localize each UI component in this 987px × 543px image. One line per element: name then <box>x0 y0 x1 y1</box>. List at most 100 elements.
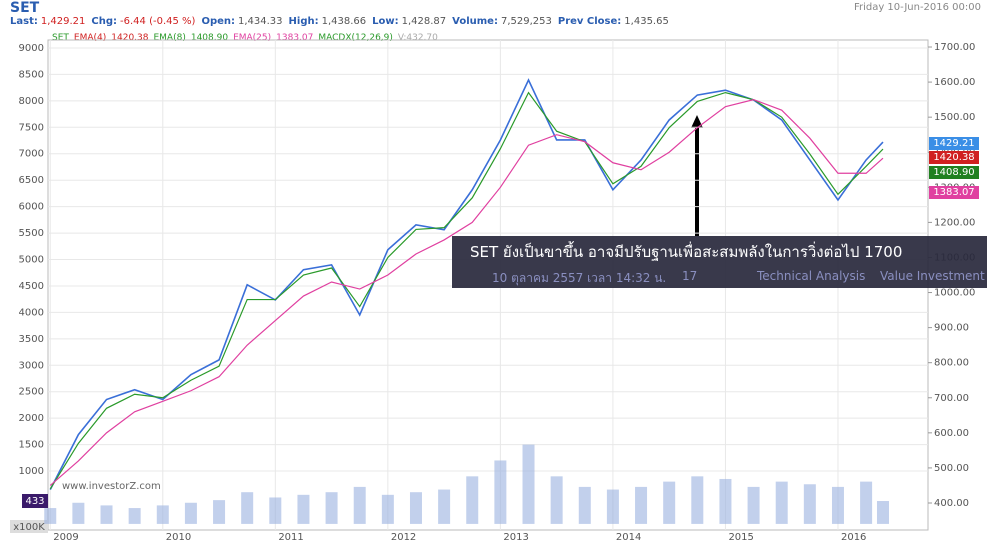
volume-bar <box>803 484 816 524</box>
stat-value: 1,435.65 <box>624 16 669 27</box>
overlay[interactable]: SET ยังเป็นขาขึ้น อาจมีปรับฐานเพื่อสะสมพ… <box>452 236 987 288</box>
stat-label: Open: <box>201 16 235 27</box>
volume-bar <box>100 505 113 524</box>
legend-entry: V:432.70 <box>397 33 438 43</box>
x-tick-label: 2016 <box>841 532 866 543</box>
y-tick-label: 4500 <box>19 281 44 292</box>
y2-tick-label: 1700.00 <box>934 42 975 53</box>
y2-tick-label: 700.00 <box>934 393 969 404</box>
unit-box <box>10 520 48 533</box>
y-tick-label: 2000 <box>19 413 44 424</box>
x-tick-label: 2015 <box>728 532 753 543</box>
y2-tick-label: 900.00 <box>934 323 969 334</box>
watermark: www.investorZ.com <box>62 481 161 492</box>
volume-bar <box>72 502 85 524</box>
y-tick-label: 3500 <box>19 334 44 345</box>
y2-tick-label: 1200.00 <box>934 217 975 228</box>
legend-entry: MACDX(12,26,9) <box>318 33 393 43</box>
volume-bar <box>466 476 479 524</box>
legend-entry: EMA(25) <box>233 33 272 43</box>
y-tick-label: 5500 <box>19 228 44 239</box>
volume-bar <box>550 476 563 524</box>
y2-tick-label: 500.00 <box>934 463 969 474</box>
stats: Last: 1,429.21 Chg: -6.44 (-0.45 %) Open: 1,4… <box>10 16 675 27</box>
stat-label: High: <box>288 16 319 27</box>
volume-bar <box>213 500 226 524</box>
price-tag: 1420.38 <box>929 151 979 164</box>
y-tick-label: 1500 <box>19 440 44 451</box>
x-tick-label: 2011 <box>278 532 303 543</box>
legend-entry: EMA(4) <box>73 33 107 43</box>
y-tick-label: 2500 <box>19 387 44 398</box>
volume-bar <box>297 494 310 524</box>
volume-bar <box>635 486 648 524</box>
stat-label: Last: <box>10 16 38 27</box>
volume-bar <box>438 489 451 524</box>
volume-tag-box <box>22 494 48 508</box>
y-tick-label: 9000 <box>19 43 44 54</box>
stat-value: 1,429.21 <box>40 16 86 27</box>
volume-bar <box>381 494 394 524</box>
volume-bar <box>719 478 732 524</box>
volume-bar <box>494 460 507 524</box>
overlay-date: 10 ตุลาคม 2557 เวลา 14:32 น. <box>492 271 667 285</box>
comment-count[interactable]: 17 <box>682 269 698 283</box>
legend-entry: 1383.07 <box>276 33 314 43</box>
volume-bar <box>353 486 366 524</box>
x-tick-label: 2014 <box>616 532 641 543</box>
arrow-head <box>691 115 703 128</box>
volume-bar <box>775 481 788 524</box>
date: Friday 10-Jun-2016 00:00 <box>853 2 981 13</box>
volume-bar <box>522 444 535 524</box>
volume-bar <box>269 497 282 524</box>
stat-label: Prev Close: <box>557 16 622 27</box>
x-tick-label: 2010 <box>166 532 191 543</box>
y-tick-label: 6000 <box>19 202 44 213</box>
legend-entry: EMA(8) <box>153 33 186 43</box>
y2-tick-label: 1600.00 <box>934 77 975 88</box>
y-tick-label: 8000 <box>19 96 44 107</box>
y2-tick-label: 800.00 <box>934 358 969 369</box>
stat-value: 1,434.33 <box>238 16 283 27</box>
volume-bar <box>241 492 254 524</box>
stat-label: Volume: <box>452 16 498 27</box>
stat-label: Chg: <box>91 16 118 27</box>
volume-bar <box>128 508 141 524</box>
stat-value: 7,529,253 <box>500 16 552 27</box>
volume-tag: 433 <box>25 496 44 507</box>
y-tick-label: 6500 <box>19 175 44 186</box>
overlay-tag[interactable]: Value Investment <box>880 269 985 283</box>
volume-bar <box>578 486 591 524</box>
volume-bar <box>831 486 844 524</box>
price-tag: 1429.21 <box>929 137 979 150</box>
y2-tick-label: 1000.00 <box>934 288 975 299</box>
volume-unit: x100K <box>13 522 45 533</box>
legend-entry: 1408.90 <box>190 33 229 43</box>
stat-label: Low: <box>372 16 399 27</box>
volume-bar <box>44 508 57 524</box>
stat-value: 1,428.87 <box>401 16 447 27</box>
y-tick-label: 8500 <box>19 69 44 80</box>
x-tick-label: 2012 <box>391 532 416 543</box>
volume-bar <box>606 489 619 524</box>
symbol: SET <box>10 0 40 16</box>
y2-tick-label: 600.00 <box>934 428 969 439</box>
y-tick-label: 7000 <box>19 149 44 160</box>
overlay-title[interactable]: SET ยังเป็นขาขึ้น อาจมีปรับฐานเพื่อสะสมพ… <box>470 243 903 261</box>
overlay-tag[interactable]: Technical Analysis <box>757 269 866 283</box>
x-tick-label: 2013 <box>503 532 528 543</box>
price-line <box>49 91 884 490</box>
stat-value: 1,438.66 <box>321 16 367 27</box>
volume-bar <box>876 501 889 524</box>
y-tick-label: 4000 <box>19 307 44 318</box>
volume-bar <box>663 481 676 524</box>
legend-entry: SET <box>52 33 69 43</box>
y2-tick-label: 1500.00 <box>934 112 975 123</box>
y-tick-label: 3000 <box>19 360 44 371</box>
volume-bar <box>747 486 760 524</box>
volume-bar <box>184 502 197 524</box>
volume-bar <box>409 492 422 524</box>
x-tick-label: 2009 <box>53 532 78 543</box>
stat-value: -6.44 (-0.45 %) <box>120 16 196 27</box>
